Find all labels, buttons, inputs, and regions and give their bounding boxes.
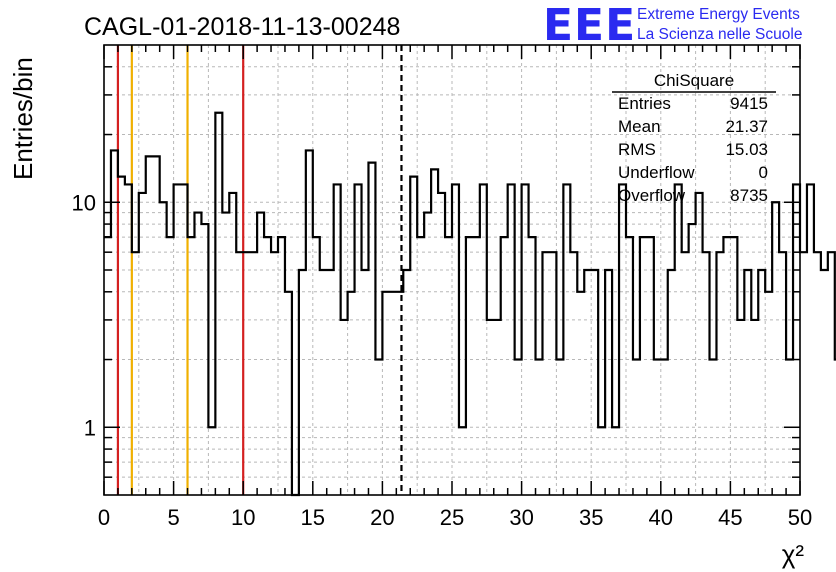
logo-line-1: Extreme Energy Events [637,6,800,23]
stats-label: Mean [618,117,661,136]
x-tick-label: 50 [788,505,812,530]
stats-label: Underflow [618,163,695,182]
eee-logo: EEE Extreme Energy Events La Scienza nel… [543,0,802,51]
y-axis-label: Entries/bin [8,57,38,180]
tick-labels: 0 5 10 15 20 25 30 35 40 45 50 1 10 [72,190,813,530]
stats-value: 21.37 [725,117,768,136]
axis-ticks [103,45,801,495]
stats-title: ChiSquare [654,71,734,90]
x-tick-label: 15 [301,505,325,530]
logo-mark: EEE [543,0,636,51]
stats-box: ChiSquare Entries 9415 Mean 21.37 RMS 15.03 Un… [612,71,776,205]
chart-title: CAGL-01-2018-11-13-00248 [84,13,400,41]
stats-label: Overflow [618,186,686,205]
x-axis-label: χ² [782,539,805,569]
x-tick-label: 45 [718,505,742,530]
stats-rows: Entries 9415 Mean 21.37 RMS 15.03 Underflow 0 Ov… [618,94,768,205]
y-tick-label: 10 [72,190,96,215]
x-tick-label: 25 [440,505,464,530]
x-tick-label: 35 [579,505,603,530]
histogram-outline [104,111,836,497]
stats-value: 9415 [730,94,768,113]
x-tick-label: 5 [167,505,179,530]
x-tick-label: 0 [98,505,110,530]
stats-value: 8735 [730,186,768,205]
stats-label: Entries [618,94,671,113]
x-tick-label: 20 [370,505,394,530]
logo-line-2: La Scienza nelle Scuole [637,26,802,43]
stats-value: 15.03 [725,140,768,159]
x-tick-label: 40 [649,505,673,530]
y-tick-label: 1 [84,415,96,440]
x-tick-label: 10 [231,505,255,530]
stats-label: RMS [618,140,656,159]
reference-lines [116,45,403,495]
stats-value: 0 [759,163,768,182]
x-tick-label: 30 [509,505,533,530]
